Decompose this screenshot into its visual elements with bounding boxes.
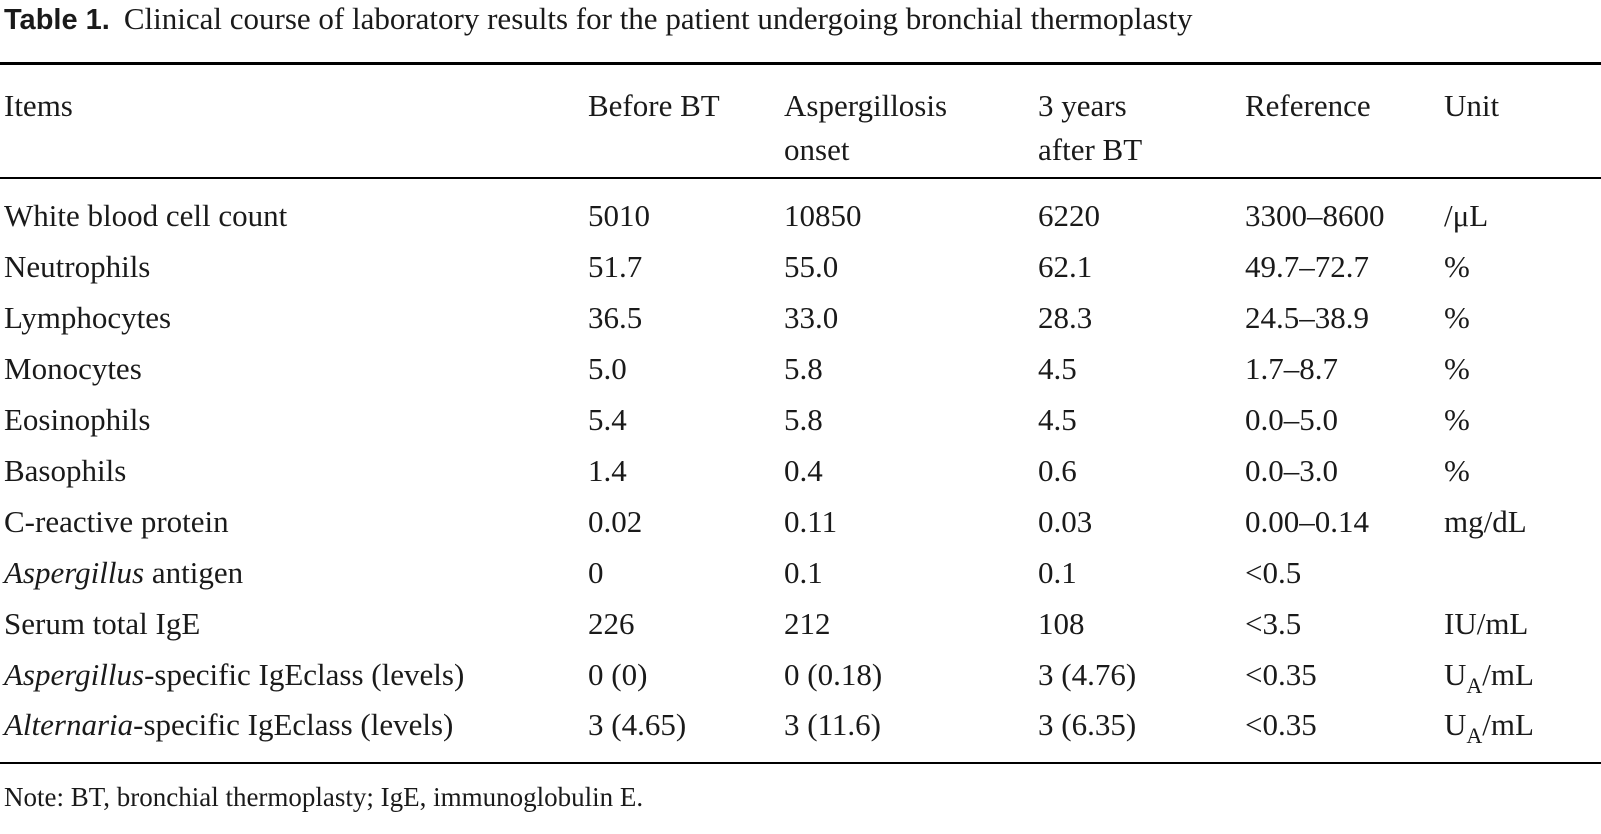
row-item-italic: Aspergillus bbox=[4, 555, 145, 590]
row-item: Serum total IgE bbox=[4, 606, 201, 641]
row-item: Monocytes bbox=[4, 351, 142, 386]
row-item: Eosinophils bbox=[4, 402, 151, 437]
row-item-italic: Alternaria bbox=[4, 707, 134, 742]
row-item-rest: -specific IgEclass (levels) bbox=[144, 657, 465, 692]
row-before-bt: 0 (0) bbox=[588, 657, 648, 692]
row-unit: % bbox=[1444, 351, 1470, 386]
row-after-bt: 0.03 bbox=[1038, 504, 1093, 539]
row-item: Neutrophils bbox=[4, 249, 151, 284]
row-reference: <3.5 bbox=[1245, 606, 1302, 641]
row-after-bt: 28.3 bbox=[1038, 300, 1093, 335]
row-onset: 10850 bbox=[784, 198, 862, 233]
unit-rest: /mL bbox=[1482, 657, 1534, 692]
row-item: Aspergillus antigen bbox=[4, 556, 243, 590]
row-reference: 49.7–72.7 bbox=[1245, 249, 1369, 284]
row-before-bt: 5.4 bbox=[588, 402, 627, 437]
row-unit: IU/mL bbox=[1444, 606, 1529, 641]
bottom-rule bbox=[0, 762, 1601, 764]
row-reference: 0.0–3.0 bbox=[1245, 453, 1338, 488]
table-title: Clinical course of laboratory results fo… bbox=[123, 1, 1193, 36]
row-after-bt: 3 (6.35) bbox=[1038, 707, 1137, 742]
row-before-bt: 5.0 bbox=[588, 351, 627, 386]
row-onset: 5.8 bbox=[784, 402, 823, 437]
row-onset: 0 (0.18) bbox=[784, 657, 883, 692]
header-before-bt: Before BT bbox=[588, 88, 720, 123]
row-unit: UA/mL bbox=[1444, 707, 1534, 749]
unit-main: U bbox=[1444, 657, 1467, 692]
row-before-bt: 3 (4.65) bbox=[588, 707, 687, 742]
row-item: White blood cell count bbox=[4, 198, 288, 233]
row-after-bt: 0.6 bbox=[1038, 453, 1077, 488]
row-after-bt: 108 bbox=[1038, 606, 1085, 641]
row-item-rest: -specific IgEclass (levels) bbox=[133, 707, 454, 742]
header-three-years-line2: after BT bbox=[1038, 132, 1143, 167]
row-reference: <0.5 bbox=[1245, 555, 1302, 590]
row-unit: mg/dL bbox=[1444, 504, 1527, 539]
unit-main: U bbox=[1444, 707, 1467, 742]
header-aspergillosis-onset-line2: onset bbox=[784, 132, 850, 167]
header-aspergillosis-onset: Aspergillosis onset bbox=[784, 84, 947, 172]
row-item-italic: Aspergillus bbox=[4, 657, 145, 692]
row-after-bt: 4.5 bbox=[1038, 402, 1077, 437]
row-after-bt: 62.1 bbox=[1038, 249, 1093, 284]
header-aspergillosis-onset-line1: Aspergillosis bbox=[784, 88, 948, 123]
row-onset: 33.0 bbox=[784, 300, 839, 335]
table-footnote: Note: BT, bronchial thermoplasty; IgE, i… bbox=[4, 782, 644, 812]
row-reference: <0.35 bbox=[1245, 657, 1317, 692]
row-reference: 24.5–38.9 bbox=[1245, 300, 1369, 335]
row-item: C-reactive protein bbox=[4, 504, 229, 539]
row-item: Basophils bbox=[4, 453, 127, 488]
row-reference: <0.35 bbox=[1245, 707, 1317, 742]
row-after-bt: 4.5 bbox=[1038, 351, 1077, 386]
row-unit: % bbox=[1444, 300, 1470, 335]
header-reference: Reference bbox=[1245, 88, 1371, 123]
row-item: Alternaria-specific IgEclass (levels) bbox=[4, 708, 453, 742]
unit-subscript: A bbox=[1466, 673, 1483, 698]
table-label: Table 1. bbox=[4, 4, 110, 36]
row-before-bt: 36.5 bbox=[588, 300, 643, 335]
row-reference: 0.0–5.0 bbox=[1245, 402, 1338, 437]
row-onset: 5.8 bbox=[784, 351, 823, 386]
header-rule bbox=[0, 177, 1601, 179]
row-unit: /μL bbox=[1444, 198, 1489, 233]
row-after-bt: 3 (4.76) bbox=[1038, 657, 1137, 692]
row-unit: UA/mL bbox=[1444, 657, 1534, 699]
row-reference: 1.7–8.7 bbox=[1245, 351, 1338, 386]
row-onset: 55.0 bbox=[784, 249, 839, 284]
row-reference: 0.00–0.14 bbox=[1245, 504, 1369, 539]
row-after-bt: 0.1 bbox=[1038, 555, 1077, 590]
row-item: Lymphocytes bbox=[4, 300, 172, 335]
row-onset: 212 bbox=[784, 606, 831, 641]
row-onset: 0.1 bbox=[784, 555, 823, 590]
row-unit: % bbox=[1444, 453, 1470, 488]
row-onset: 3 (11.6) bbox=[784, 707, 881, 742]
header-items: Items bbox=[4, 88, 73, 123]
row-before-bt: 51.7 bbox=[588, 249, 643, 284]
unit-subscript: A bbox=[1466, 723, 1483, 748]
row-after-bt: 6220 bbox=[1038, 198, 1100, 233]
header-three-years-line1: 3 years bbox=[1038, 88, 1127, 123]
row-before-bt: 1.4 bbox=[588, 453, 627, 488]
unit-rest: /mL bbox=[1482, 707, 1534, 742]
row-reference: 3300–8600 bbox=[1245, 198, 1385, 233]
row-before-bt: 226 bbox=[588, 606, 635, 641]
header-unit: Unit bbox=[1444, 88, 1500, 123]
top-rule bbox=[0, 62, 1601, 65]
row-before-bt: 5010 bbox=[588, 198, 650, 233]
row-before-bt: 0.02 bbox=[588, 504, 643, 539]
row-item-rest: antigen bbox=[144, 555, 244, 590]
row-unit: % bbox=[1444, 402, 1470, 437]
row-item: Aspergillus-specific IgEclass (levels) bbox=[4, 658, 464, 692]
row-unit: % bbox=[1444, 249, 1470, 284]
row-onset: 0.4 bbox=[784, 453, 823, 488]
row-before-bt: 0 bbox=[588, 555, 604, 590]
header-three-years-after-bt: 3 years after BT bbox=[1038, 84, 1142, 172]
row-onset: 0.11 bbox=[784, 504, 838, 539]
table-caption: Table 1. Clinical course of laboratory re… bbox=[4, 0, 1192, 39]
